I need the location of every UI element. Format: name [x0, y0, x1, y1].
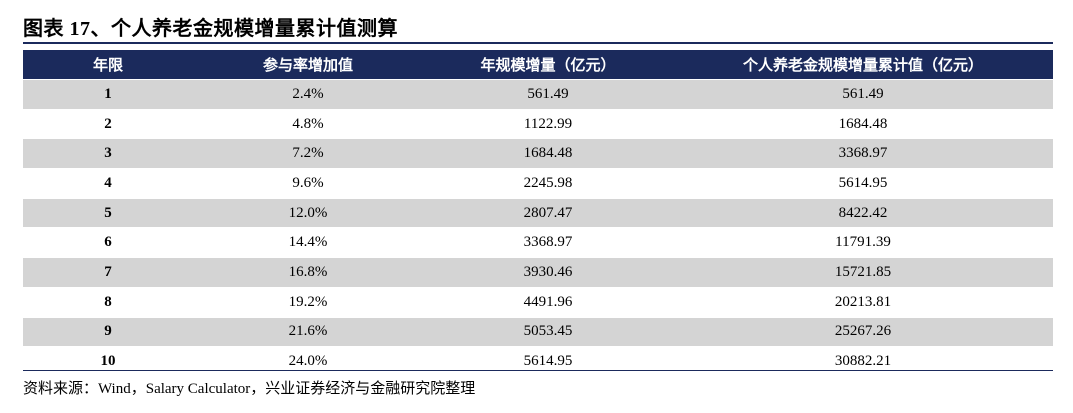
header-year: 年限: [23, 50, 193, 80]
header-row: 年限 参与率增加值 年规模增量（亿元） 个人养老金规模增量累计值（亿元）: [23, 50, 1053, 80]
cell-participation-increase: 21.6%: [193, 316, 423, 347]
cell-annual-increment: 5053.45: [423, 316, 673, 347]
cell-cumulative-increment: 3368.97: [673, 138, 1053, 169]
cell-cumulative-increment: 5614.95: [673, 168, 1053, 199]
cell-participation-increase: 19.2%: [193, 286, 423, 317]
cell-cumulative-increment: 20213.81: [673, 286, 1053, 317]
top-rule: [23, 42, 1053, 44]
cell-annual-increment: 5614.95: [423, 346, 673, 376]
bottom-rule: [23, 370, 1053, 371]
cell-year: 5: [23, 197, 193, 228]
header-participation-increase: 参与率增加值: [193, 50, 423, 80]
table-row: 1 2.4% 561.49 561.49: [23, 79, 1053, 110]
cell-cumulative-increment: 25267.26: [673, 316, 1053, 347]
source-note: 资料来源：Wind，Salary Calculator，兴业证券经济与金融研究院…: [23, 381, 476, 397]
cell-participation-increase: 16.8%: [193, 257, 423, 288]
cell-year: 7: [23, 257, 193, 288]
cell-year: 2: [23, 108, 193, 139]
data-table: 年限 参与率增加值 年规模增量（亿元） 个人养老金规模增量累计值（亿元） 1 2.…: [23, 50, 1053, 376]
cell-participation-increase: 24.0%: [193, 346, 423, 376]
table-row: 9 21.6% 5053.45 25267.26: [23, 316, 1053, 347]
cell-year: 1: [23, 79, 193, 110]
header-annual-increment: 年规模增量（亿元）: [423, 50, 673, 80]
table-row: 10 24.0% 5614.95 30882.21: [23, 346, 1053, 376]
table-row: 5 12.0% 2807.47 8422.42: [23, 197, 1053, 228]
cell-year: 8: [23, 286, 193, 317]
table-row: 6 14.4% 3368.97 11791.39: [23, 227, 1053, 258]
table-row: 7 16.8% 3930.46 15721.85: [23, 257, 1053, 288]
cell-cumulative-increment: 561.49: [673, 79, 1053, 110]
cell-participation-increase: 4.8%: [193, 108, 423, 139]
cell-cumulative-increment: 11791.39: [673, 227, 1053, 258]
table-row: 3 7.2% 1684.48 3368.97: [23, 138, 1053, 169]
figure-title: 图表 17、个人养老金规模增量累计值测算: [23, 18, 398, 40]
cell-annual-increment: 561.49: [423, 79, 673, 110]
cell-annual-increment: 1684.48: [423, 138, 673, 169]
cell-cumulative-increment: 15721.85: [673, 257, 1053, 288]
cell-participation-increase: 7.2%: [193, 138, 423, 169]
cell-annual-increment: 3930.46: [423, 257, 673, 288]
cell-year: 9: [23, 316, 193, 347]
table-row: 8 19.2% 4491.96 20213.81: [23, 286, 1053, 317]
cell-participation-increase: 2.4%: [193, 79, 423, 110]
header-cumulative-increment: 个人养老金规模增量累计值（亿元）: [673, 50, 1053, 80]
cell-participation-increase: 9.6%: [193, 168, 423, 199]
cell-cumulative-increment: 1684.48: [673, 108, 1053, 139]
cell-cumulative-increment: 8422.42: [673, 197, 1053, 228]
cell-participation-increase: 14.4%: [193, 227, 423, 258]
table-row: 2 4.8% 1122.99 1684.48: [23, 108, 1053, 139]
cell-year: 6: [23, 227, 193, 258]
cell-cumulative-increment: 30882.21: [673, 346, 1053, 376]
cell-annual-increment: 2245.98: [423, 168, 673, 199]
cell-year: 10: [23, 346, 193, 376]
cell-annual-increment: 1122.99: [423, 108, 673, 139]
cell-annual-increment: 2807.47: [423, 197, 673, 228]
table-row: 4 9.6% 2245.98 5614.95: [23, 168, 1053, 199]
cell-annual-increment: 3368.97: [423, 227, 673, 258]
cell-annual-increment: 4491.96: [423, 286, 673, 317]
cell-year: 4: [23, 168, 193, 199]
cell-participation-increase: 12.0%: [193, 197, 423, 228]
cell-year: 3: [23, 138, 193, 169]
